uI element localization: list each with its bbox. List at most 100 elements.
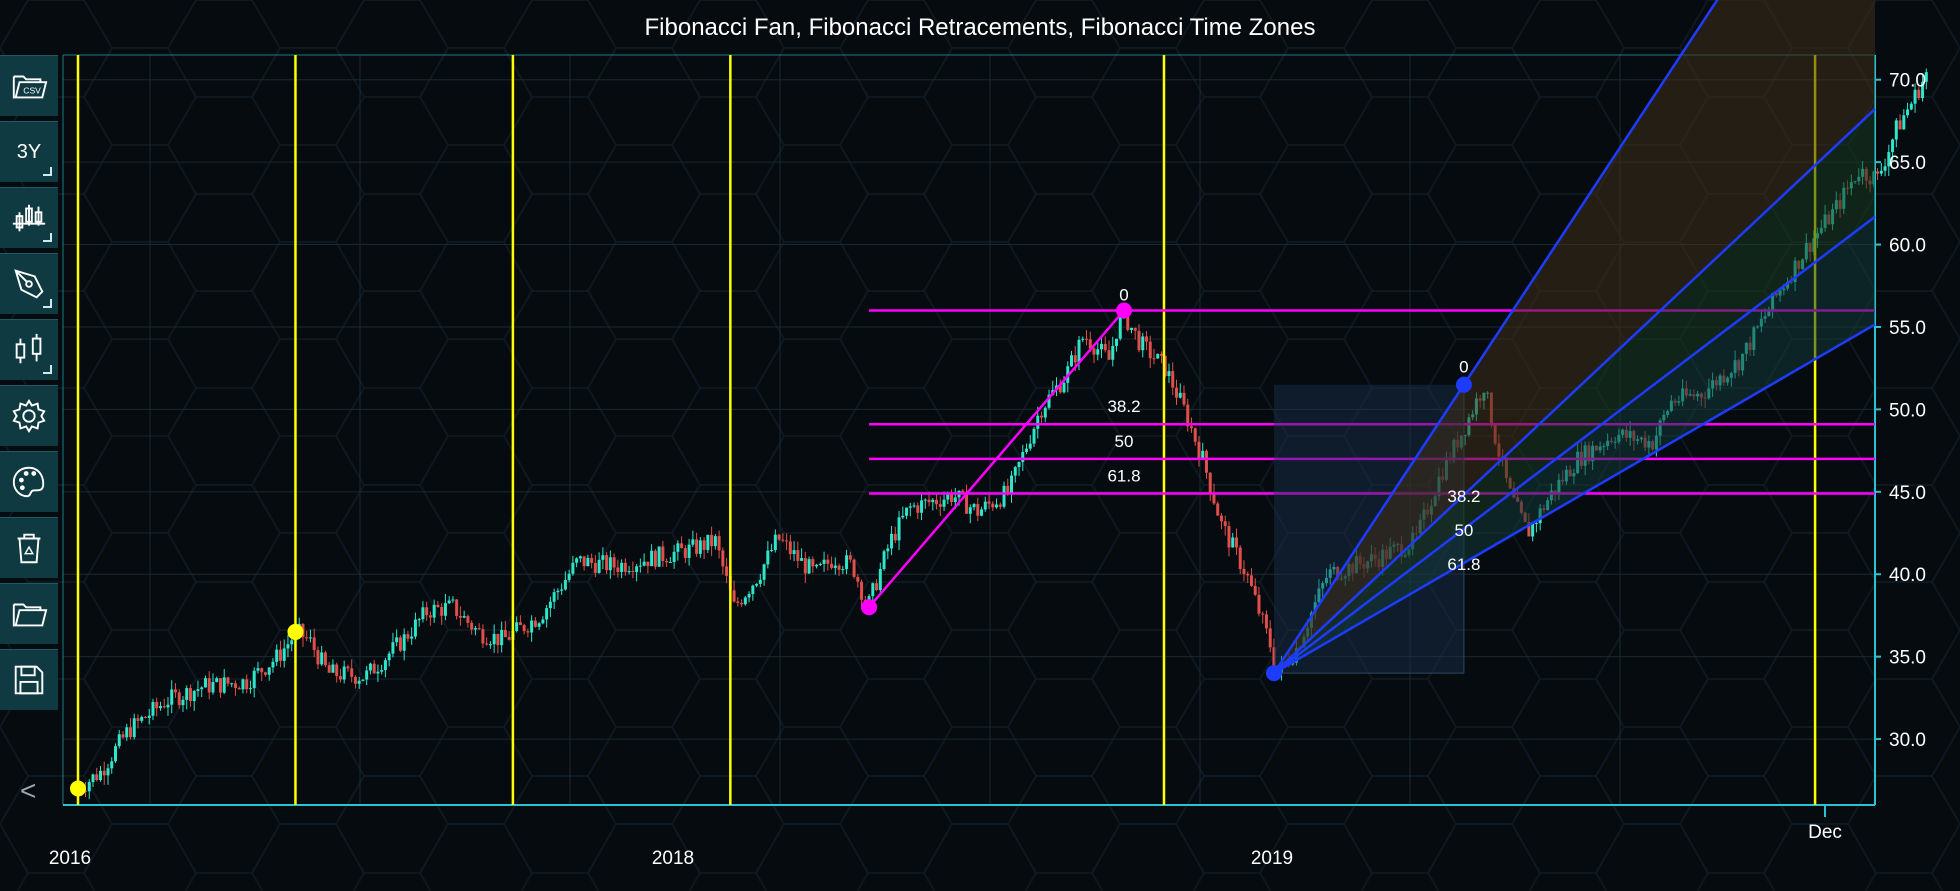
candle-up xyxy=(1313,602,1317,613)
candle-down xyxy=(1917,89,1921,99)
candle-down xyxy=(177,692,181,706)
delete-button[interactable] xyxy=(0,517,58,578)
candle-up xyxy=(953,497,957,502)
collapse-toolbar-button[interactable]: < xyxy=(20,775,37,806)
csv-folder-icon: CSV xyxy=(12,75,48,99)
candle-up xyxy=(158,706,162,709)
candle-down xyxy=(155,702,159,709)
candle-down xyxy=(136,718,140,721)
candle-up xyxy=(672,551,676,562)
candle-up xyxy=(642,561,646,566)
candle-down xyxy=(305,637,309,639)
candle-up xyxy=(230,683,234,685)
candle-down xyxy=(740,602,744,605)
candle-down xyxy=(226,677,230,684)
open-csv-button[interactable]: CSV xyxy=(0,55,58,116)
fib-retracement-anchor xyxy=(861,599,878,616)
settings-button[interactable] xyxy=(0,385,58,446)
theme-button[interactable] xyxy=(0,451,58,512)
candle-down xyxy=(927,499,931,503)
candle-down xyxy=(961,490,965,493)
fib-fan-level-label: 0 xyxy=(1459,358,1468,377)
candle-up xyxy=(620,562,624,572)
candle-up xyxy=(200,687,204,690)
y-tick-label: 45.0 xyxy=(1889,483,1926,504)
candle-down xyxy=(237,687,241,690)
candle-down xyxy=(350,668,354,677)
candle-up xyxy=(410,636,414,639)
candle-up xyxy=(871,583,875,597)
x-tick-label: Dec xyxy=(1808,822,1842,843)
candle-up xyxy=(691,539,695,545)
candle-down xyxy=(477,628,481,630)
candle-down xyxy=(1261,613,1265,615)
candle-up xyxy=(417,619,421,621)
candle-up xyxy=(447,600,451,604)
candle-up xyxy=(657,546,661,567)
candle-down xyxy=(721,550,725,567)
candle-down xyxy=(976,504,980,516)
save-button[interactable] xyxy=(0,649,58,710)
candle-up xyxy=(818,563,822,565)
candle-up xyxy=(931,499,935,503)
candlestick-icon xyxy=(12,204,46,232)
candle-down xyxy=(736,601,740,603)
candle-up xyxy=(1887,152,1891,167)
candle-up xyxy=(983,501,987,510)
candle-down xyxy=(935,499,939,505)
candle-up xyxy=(185,688,189,700)
candle-up xyxy=(181,699,185,706)
candle-up xyxy=(762,564,766,580)
candle-up xyxy=(1070,355,1074,367)
candle-up xyxy=(1906,109,1910,116)
candle-up xyxy=(687,544,691,558)
corner-icon xyxy=(43,365,52,374)
candle-down xyxy=(102,770,106,776)
svg-text:CSV: CSV xyxy=(23,86,41,96)
fib-fan-ray xyxy=(1273,108,1876,675)
candle-up xyxy=(1324,577,1328,584)
candle-up xyxy=(567,573,571,580)
candle-up xyxy=(758,579,762,584)
candle-up xyxy=(1332,566,1336,570)
candle-up xyxy=(1002,485,1006,507)
fib-fan-ray xyxy=(1272,0,1719,674)
candle-down xyxy=(323,652,327,666)
range-3y-button[interactable]: 3Y xyxy=(0,121,58,182)
candle-down xyxy=(353,676,357,684)
chart-title: Fibonacci Fan, Fibonacci Retracements, F… xyxy=(644,14,1316,41)
candle-up xyxy=(515,622,519,631)
candle-down xyxy=(1204,450,1208,473)
candle-down xyxy=(1227,526,1231,548)
candle-up xyxy=(878,569,882,591)
candle-up xyxy=(1096,349,1100,355)
candle-down xyxy=(998,504,1002,507)
candle-down xyxy=(590,557,594,563)
candle-down xyxy=(188,688,192,702)
indicators-button[interactable] xyxy=(0,319,58,380)
candle-up xyxy=(402,634,406,651)
candle-up xyxy=(698,540,702,554)
candle-down xyxy=(218,678,222,693)
candle-down xyxy=(1092,348,1096,355)
candle-up xyxy=(601,555,605,560)
candle-up xyxy=(391,642,395,654)
draw-button[interactable] xyxy=(0,253,58,314)
open-button[interactable] xyxy=(0,583,58,644)
fib-fan-level-label: 38.2 xyxy=(1447,487,1480,506)
candle-up xyxy=(1891,139,1895,153)
candle-up xyxy=(241,679,245,690)
candle-up xyxy=(432,604,436,618)
candle-up xyxy=(923,499,927,501)
candle-up xyxy=(897,517,901,541)
candle-up xyxy=(383,660,387,671)
fib-fan-ray xyxy=(1273,323,1876,675)
candle-down xyxy=(852,559,856,577)
candle-up xyxy=(706,534,710,550)
y-tick-label: 50.0 xyxy=(1889,400,1926,421)
candle-up xyxy=(140,716,144,721)
candle-up xyxy=(548,601,552,609)
candle-up xyxy=(1062,382,1066,393)
chart-type-button[interactable] xyxy=(0,187,58,248)
